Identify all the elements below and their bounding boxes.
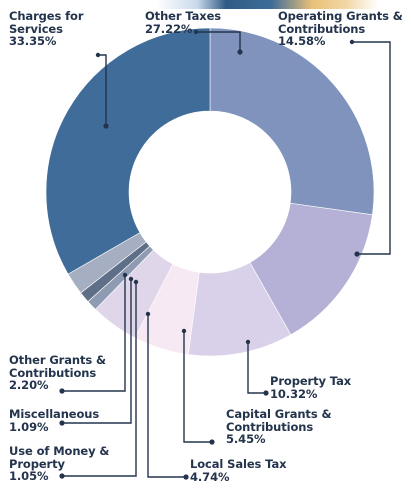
label-use-of-money-name: Use of Money & Property bbox=[9, 444, 110, 471]
label-capital-grants-value: 5.45% bbox=[226, 432, 266, 446]
label-charges-for-services: Charges for Services 33.35% bbox=[9, 9, 84, 48]
label-property-tax-value: 10.32% bbox=[270, 386, 318, 401]
leader-operating-grants bbox=[352, 41, 391, 255]
label-local-sales-tax: Local Sales Tax 4.74% bbox=[190, 457, 287, 484]
leader-dot-local-sales-tax bbox=[183, 474, 189, 480]
leader-dot-capital-grants bbox=[209, 439, 215, 445]
label-local-sales-tax-name: Local Sales Tax bbox=[190, 457, 287, 471]
leader-dot-other-grants bbox=[122, 272, 128, 278]
leader-dot-miscellaneous bbox=[128, 276, 134, 282]
leader-other-taxes bbox=[196, 31, 241, 52]
leader-miscellaneous bbox=[62, 279, 132, 424]
label-capital-grants-name: Capital Grants & Contributions bbox=[226, 407, 332, 434]
label-property-tax: Property Tax 10.32% bbox=[270, 375, 351, 400]
leader-dot-other-taxes bbox=[193, 29, 199, 35]
label-other-taxes-value: 27.22% bbox=[145, 21, 193, 36]
label-miscellaneous: Miscellaneous 1.09% bbox=[9, 408, 99, 433]
leader-use-of-money bbox=[62, 282, 137, 477]
header-band bbox=[0, 0, 411, 9]
label-other-grants: Other Grants & Contributions 2.20% bbox=[9, 354, 106, 392]
label-use-of-money-value: 1.05% bbox=[9, 469, 49, 483]
label-property-tax-name: Property Tax bbox=[270, 374, 352, 388]
slice-charges-for-services bbox=[45, 27, 211, 275]
leader-dot-other-grants bbox=[59, 388, 65, 394]
label-miscellaneous-value: 1.09% bbox=[9, 419, 49, 434]
leader-dot-operating-grants bbox=[349, 39, 355, 45]
label-other-taxes-name: Other Taxes bbox=[145, 9, 222, 23]
leader-dot-charges-for-services bbox=[95, 52, 101, 58]
slice-other-taxes bbox=[209, 27, 375, 216]
leader-dot-use-of-money bbox=[59, 473, 65, 479]
leader-dot-capital-grants bbox=[181, 328, 187, 334]
leader-dot-property-tax bbox=[245, 339, 251, 345]
leader-other-grants bbox=[62, 275, 126, 392]
label-charges-for-services-value: 33.35% bbox=[9, 34, 57, 48]
label-capital-grants: Capital Grants & Contributions 5.45% bbox=[226, 407, 332, 446]
leader-local-sales-tax bbox=[147, 314, 186, 478]
label-other-grants-name: Other Grants & Contributions bbox=[9, 353, 106, 380]
label-operating-grants-name: Operating Grants & Contributions bbox=[278, 9, 403, 36]
leader-dot-use-of-money bbox=[133, 279, 139, 285]
leader-property-tax bbox=[247, 342, 266, 394]
label-other-taxes: Other Taxes 27.22% bbox=[145, 10, 221, 35]
leader-dot-miscellaneous bbox=[59, 420, 65, 426]
label-miscellaneous-name: Miscellaneous bbox=[9, 407, 100, 421]
leader-dot-operating-grants bbox=[354, 251, 360, 257]
label-operating-grants-value: 14.58% bbox=[278, 34, 326, 48]
slice-operating-grants bbox=[249, 202, 373, 336]
label-local-sales-tax-value: 4.74% bbox=[190, 469, 230, 484]
leader-dot-charges-for-services bbox=[103, 123, 109, 129]
label-charges-for-services-name: Charges for Services bbox=[9, 9, 84, 36]
leader-charges-for-services bbox=[98, 54, 107, 126]
label-operating-grants: Operating Grants & Contributions 14.58% bbox=[278, 10, 403, 48]
leader-dot-local-sales-tax bbox=[145, 311, 151, 317]
leader-capital-grants bbox=[183, 331, 212, 443]
leader-dot-other-taxes bbox=[237, 49, 243, 55]
leader-dot-property-tax bbox=[263, 390, 269, 396]
label-other-grants-value: 2.20% bbox=[9, 378, 49, 392]
label-use-of-money: Use of Money & Property 1.05% bbox=[9, 445, 109, 483]
